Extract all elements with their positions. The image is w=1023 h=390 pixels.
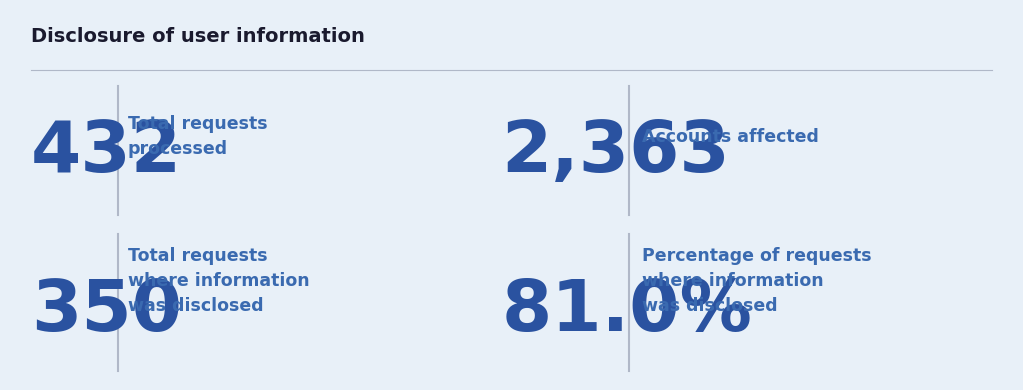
Text: 432: 432	[31, 118, 182, 186]
Text: 2,363: 2,363	[501, 118, 730, 186]
Text: 350: 350	[31, 278, 182, 346]
Text: Total requests
where information
was disclosed: Total requests where information was dis…	[128, 247, 310, 315]
Text: Disclosure of user information: Disclosure of user information	[31, 27, 364, 46]
Text: Total requests
processed: Total requests processed	[128, 115, 267, 158]
Text: Percentage of requests
where information
was disclosed: Percentage of requests where information…	[642, 247, 872, 315]
Text: Accounts affected: Accounts affected	[642, 128, 819, 145]
Text: 81.0%: 81.0%	[501, 278, 752, 346]
